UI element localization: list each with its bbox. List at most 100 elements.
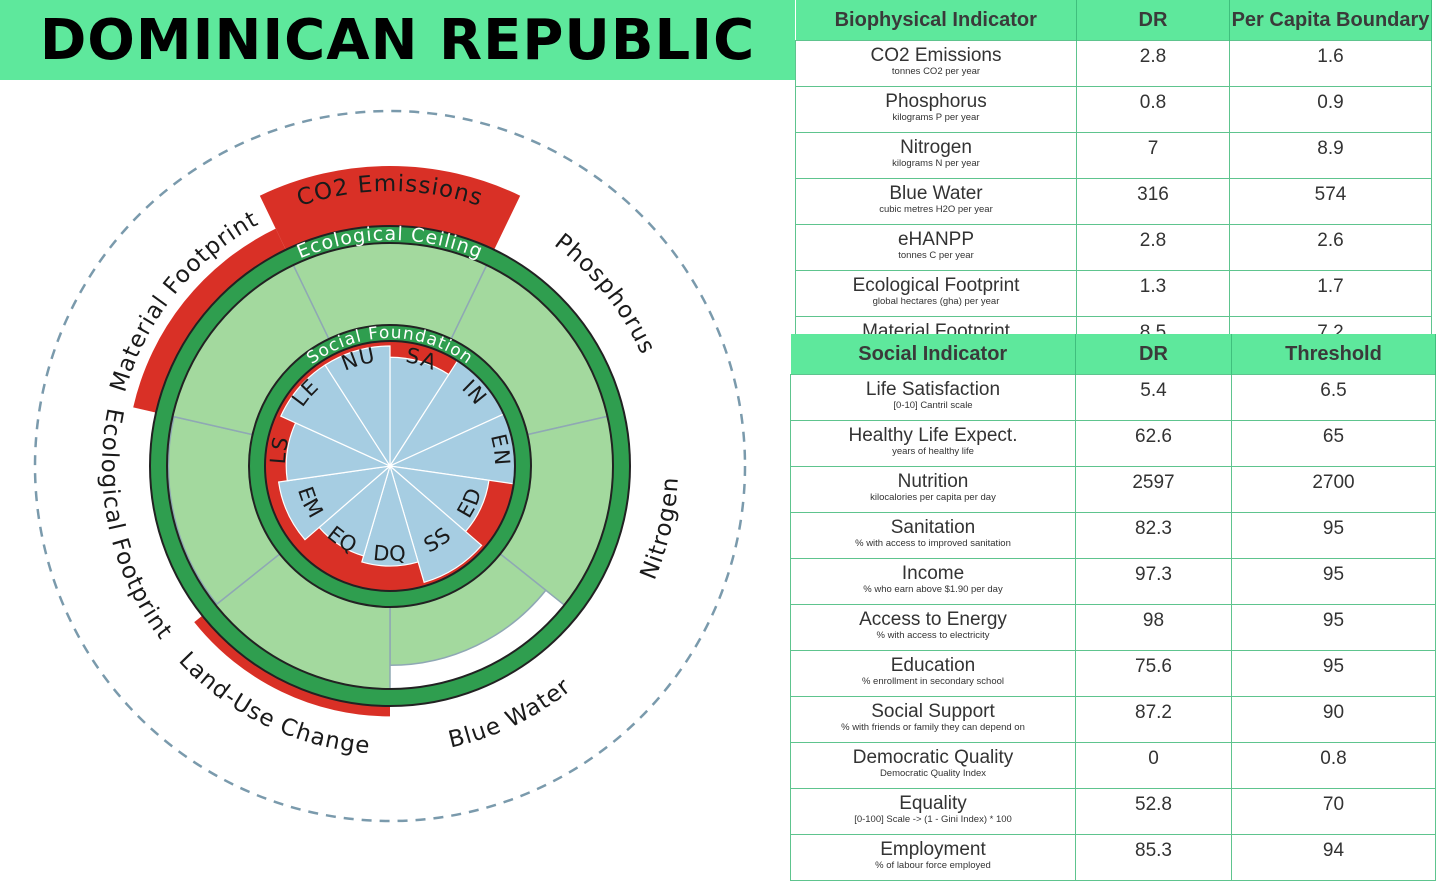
threshold-value: 90 — [1231, 696, 1436, 743]
indicator-name: Social Support — [871, 701, 995, 722]
threshold-value: 6.5 — [1231, 374, 1436, 421]
country-value: 1.3 — [1076, 270, 1230, 317]
table-row: Phosphorus kilograms P per year 0.8 0.9 — [795, 86, 1432, 133]
foundation-inner-edge — [264, 340, 516, 592]
indicator-unit: % enrollment in secondary school — [861, 676, 1005, 687]
indicator-name: Sanitation — [890, 517, 976, 538]
indicator-name: Education — [890, 655, 976, 676]
indicator-unit: cubic metres H2O per year — [879, 204, 993, 215]
indicator-name: Nutrition — [897, 471, 969, 492]
indicator-unit: % with friends or family they can depend… — [841, 722, 1025, 733]
ceiling-outer-edge — [149, 225, 631, 707]
indicator-cell: Education% enrollment in secondary schoo… — [790, 650, 1076, 697]
indicator-name: Democratic Quality — [852, 747, 1014, 768]
table-row: Sanitation% with access to improved sani… — [790, 512, 1436, 559]
overshoot-4 — [194, 615, 390, 717]
indicator-unit: % of labour force employed — [875, 860, 991, 871]
country-value: 5.4 — [1075, 374, 1232, 421]
country-value: 2.8 — [1076, 40, 1230, 87]
overshoot-0 — [259, 166, 521, 250]
indicator-unit: % who earn above $1.90 per day — [863, 584, 1003, 595]
indicator-name: Healthy Life Expect. — [848, 425, 1018, 446]
indicator-cell: Blue Water cubic metres H2O per year — [795, 178, 1077, 225]
threshold-value: 70 — [1231, 788, 1436, 835]
indicator-unit: kilocalories per capita per day — [870, 492, 996, 503]
table-row: Nutrition kilocalories per capita per day… — [790, 466, 1436, 513]
indicator-cell: Life Satisfaction [0-10] Cantril scale — [790, 374, 1076, 421]
indicator-name: Phosphorus — [885, 91, 987, 112]
header-value: DR — [1076, 0, 1230, 41]
indicator-cell: Equality [0-100] Scale -> (1 - Gini Index… — [790, 788, 1076, 835]
header-indicator: Social Indicator — [790, 334, 1076, 375]
table-row: CO2 Emissions tonnes CO2 per year 2.8 1.6 — [795, 40, 1432, 87]
bio-label-nitrogen: Nitrogen — [636, 476, 684, 583]
indicator-cell: Nutrition kilocalories per capita per day — [790, 466, 1076, 513]
biophysical-header-row: Biophysical Indicator DR Per Capita Boun… — [795, 0, 1432, 41]
threshold-value: 2700 — [1231, 466, 1436, 513]
country-value: 97.3 — [1075, 558, 1232, 605]
indicator-name: Ecological Footprint — [852, 275, 1020, 296]
boundary-value: 2.6 — [1229, 224, 1432, 271]
indicator-name: CO2 Emissions — [870, 45, 1002, 66]
indicator-cell: Phosphorus kilograms P per year — [795, 86, 1077, 133]
social-sectors — [265, 341, 516, 591]
boundary-value: 1.7 — [1229, 270, 1432, 317]
indicator-cell: Employment% of labour force employed — [790, 834, 1076, 881]
indicator-name: Access to Energy — [859, 609, 1007, 630]
indicator-name: Income — [901, 563, 965, 584]
indicator-unit: years of healthy life — [892, 446, 974, 457]
header-threshold: Threshold — [1231, 334, 1436, 375]
indicator-cell: Ecological Footprint global hectares (gha… — [795, 270, 1077, 317]
indicator-name: Employment — [880, 839, 986, 860]
indicator-unit: global hectares (gha) per year — [872, 296, 1000, 307]
indicator-unit: tonnes CO2 per year — [891, 66, 981, 77]
threshold-value: 0.8 — [1231, 742, 1436, 789]
indicator-cell: eHANPP tonnes C per year — [795, 224, 1077, 271]
table-row: Social Support% with friends or family t… — [790, 696, 1436, 743]
country-value: 0 — [1075, 742, 1232, 789]
table-row: Income% who earn above $1.90 per day 97.3… — [790, 558, 1436, 605]
threshold-value: 95 — [1231, 650, 1436, 697]
threshold-value: 95 — [1231, 512, 1436, 559]
indicator-unit: kilograms P per year — [892, 112, 980, 123]
biophysical-table: Biophysical Indicator DR Per Capita Boun… — [795, 0, 1432, 363]
indicator-cell: CO2 Emissions tonnes CO2 per year — [795, 40, 1077, 87]
country-value: 82.3 — [1075, 512, 1232, 559]
ceiling-inner-edge — [166, 242, 614, 690]
social-label-dq-text: DQ — [372, 541, 407, 567]
boundary-value: 574 — [1229, 178, 1432, 225]
indicator-unit: kilograms N per year — [892, 158, 980, 169]
threshold-value: 65 — [1231, 420, 1436, 467]
country-value: 98 — [1075, 604, 1232, 651]
indicator-name: Life Satisfaction — [865, 379, 1001, 400]
indicator-cell: Healthy Life Expect. years of healthy lif… — [790, 420, 1076, 467]
ecological-ceiling-ring — [150, 226, 630, 706]
indicator-unit: % with access to improved sanitation — [855, 538, 1011, 549]
foundation-outer-edge — [248, 324, 532, 608]
table-row: Life Satisfaction [0-10] Cantril scale 5.4… — [790, 374, 1436, 421]
threshold-value: 95 — [1231, 604, 1436, 651]
outer-dashed-ring — [33, 109, 747, 823]
country-value: 62.6 — [1075, 420, 1232, 467]
table-row: Access to Energy% with access to electri… — [790, 604, 1436, 651]
indicator-cell: Social Support% with friends or family t… — [790, 696, 1076, 743]
threshold-value: 95 — [1231, 558, 1436, 605]
indicator-cell: Sanitation% with access to improved sani… — [790, 512, 1076, 559]
table-row: Democratic Quality Democratic Quality Ind… — [790, 742, 1436, 789]
header-value: DR — [1075, 334, 1232, 375]
table-row: Healthy Life Expect. years of healthy lif… — [790, 420, 1436, 467]
country-value: 0.8 — [1076, 86, 1230, 133]
header-boundary: Per Capita Boundary — [1229, 0, 1432, 41]
indicator-unit: [0-100] Scale -> (1 - Gini Index) * 100 — [854, 814, 1012, 825]
indicator-name: eHANPP — [897, 229, 975, 250]
boundary-value: 8.9 — [1229, 132, 1432, 179]
social-label-dq: DQ — [372, 541, 408, 567]
boundary-value: 0.9 — [1229, 86, 1432, 133]
social-table: Social Indicator DR Threshold Life Satis… — [790, 334, 1436, 881]
indicator-unit: Democratic Quality Index — [879, 768, 987, 779]
indicator-cell: Nitrogen kilograms N per year — [795, 132, 1077, 179]
indicator-name: Nitrogen — [900, 137, 972, 158]
country-value: 2597 — [1075, 466, 1232, 513]
country-value: 87.2 — [1075, 696, 1232, 743]
